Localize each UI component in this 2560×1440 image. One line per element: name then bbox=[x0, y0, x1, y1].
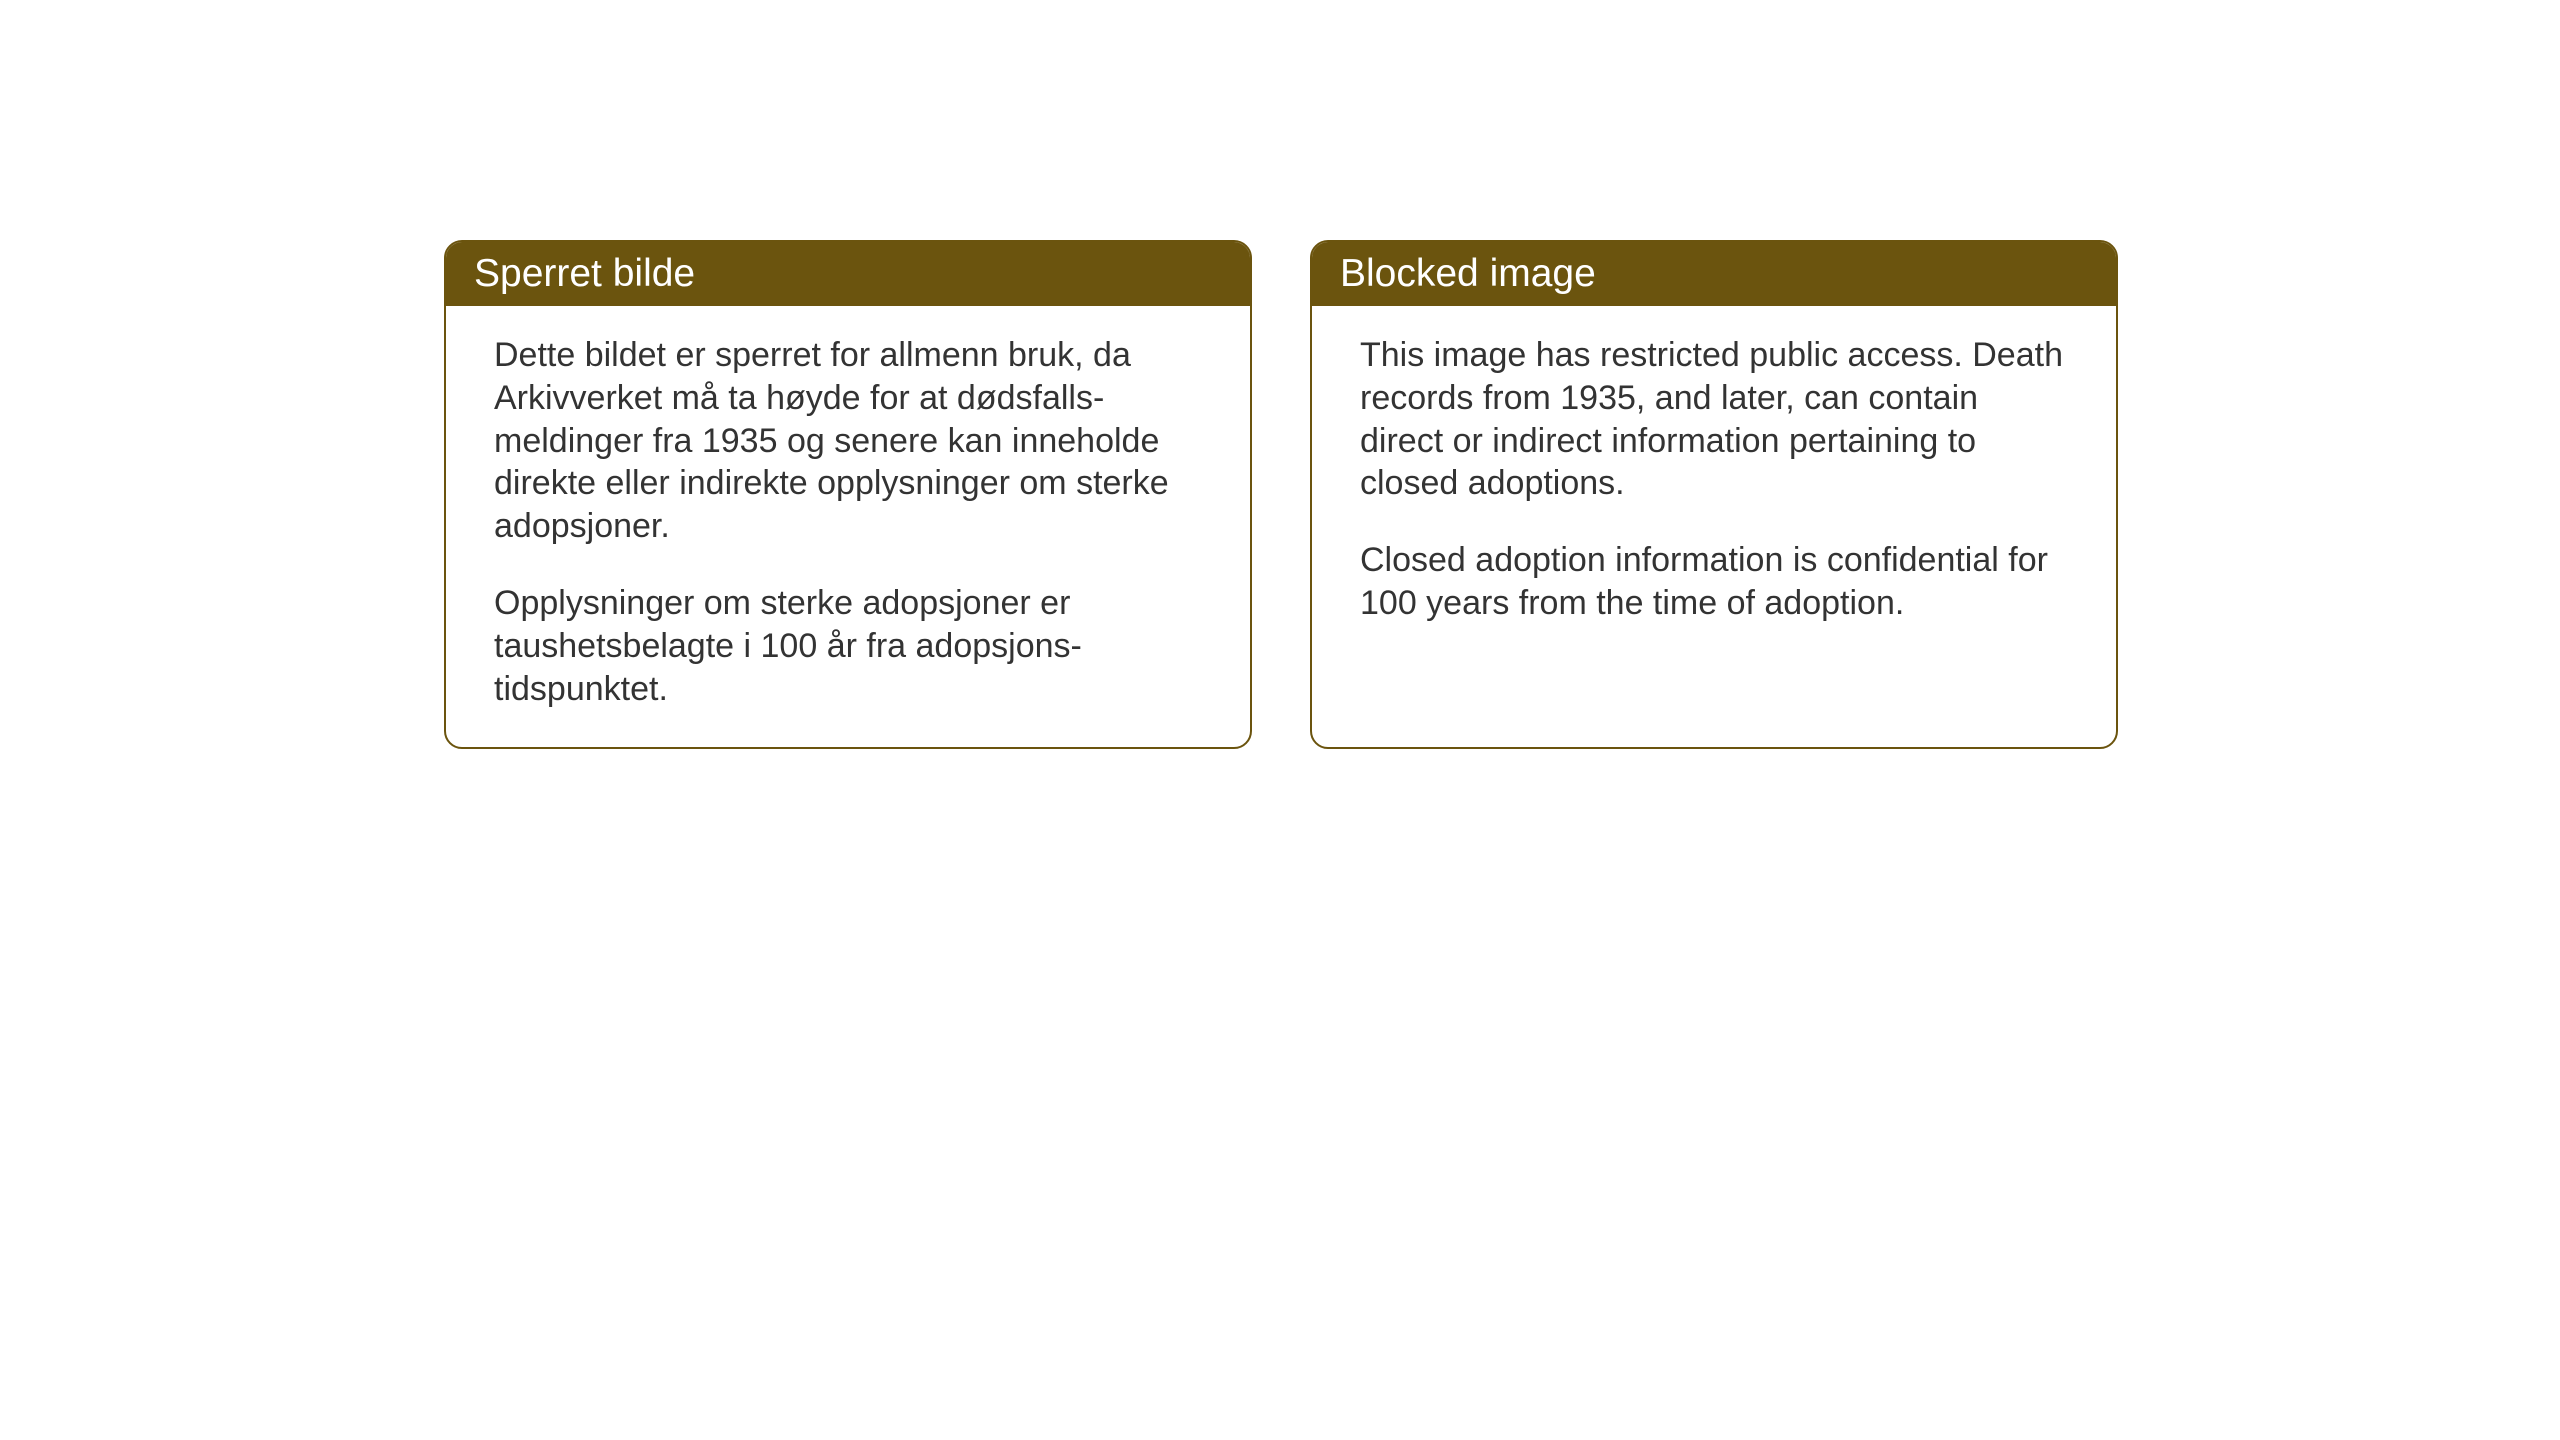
card-paragraph-1: Dette bildet er sperret for allmenn bruk… bbox=[494, 334, 1202, 548]
card-header-norwegian: Sperret bilde bbox=[446, 242, 1250, 306]
card-title: Blocked image bbox=[1340, 252, 1596, 295]
card-body-norwegian: Dette bildet er sperret for allmenn bruk… bbox=[446, 306, 1250, 747]
card-paragraph-2: Opplysninger om sterke adopsjoner er tau… bbox=[494, 582, 1202, 710]
card-body-english: This image has restricted public access.… bbox=[1312, 306, 2116, 661]
card-paragraph-2: Closed adoption information is confident… bbox=[1360, 539, 2068, 625]
notice-cards-container: Sperret bilde Dette bildet er sperret fo… bbox=[444, 240, 2118, 749]
notice-card-norwegian: Sperret bilde Dette bildet er sperret fo… bbox=[444, 240, 1252, 749]
card-paragraph-1: This image has restricted public access.… bbox=[1360, 334, 2068, 505]
notice-card-english: Blocked image This image has restricted … bbox=[1310, 240, 2118, 749]
card-header-english: Blocked image bbox=[1312, 242, 2116, 306]
card-title: Sperret bilde bbox=[474, 252, 695, 295]
